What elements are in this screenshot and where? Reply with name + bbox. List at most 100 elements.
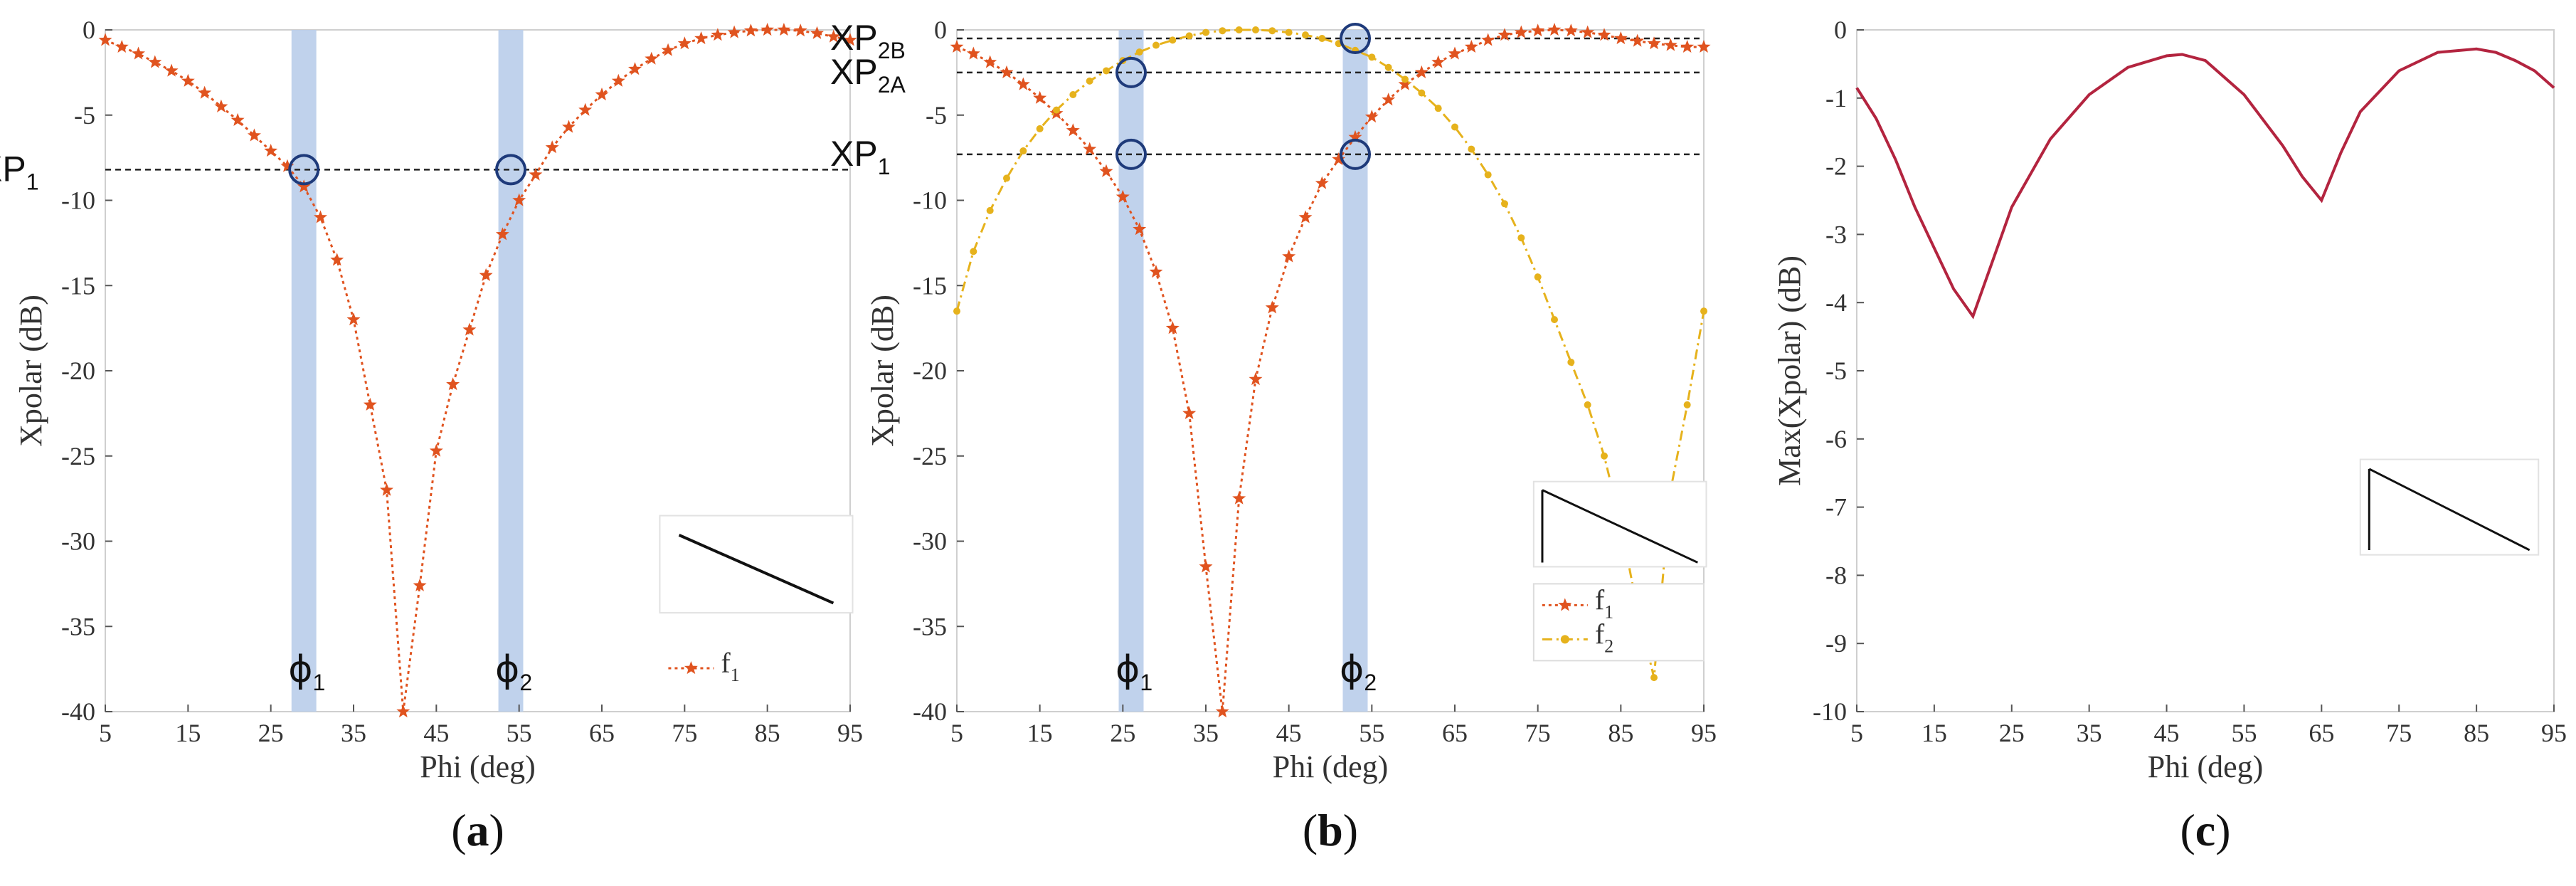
data-point-f1 xyxy=(1547,23,1562,36)
data-point-f1 xyxy=(545,140,559,154)
data-point-f1 xyxy=(164,63,179,77)
x-tick-label: 5 xyxy=(1850,719,1863,747)
data-point-f1 xyxy=(1149,265,1163,278)
data-point-f1 xyxy=(966,46,980,60)
xp-label: XP1 xyxy=(830,134,891,179)
y-tick-label: 0 xyxy=(83,16,95,44)
data-point-f1 xyxy=(1282,249,1296,263)
data-point-f1 xyxy=(413,578,427,591)
data-point-f1 xyxy=(429,443,443,457)
phi-label: ϕ1 xyxy=(288,648,325,695)
xp-label: XP2A xyxy=(830,52,906,97)
intersection-circle xyxy=(1115,56,1147,88)
data-point-f1 xyxy=(694,31,709,45)
y-axis-label: Xpolar (dB) xyxy=(865,295,900,447)
data-point-f1 xyxy=(529,167,543,181)
x-tick-label: 45 xyxy=(2154,719,2180,747)
intersection-circle xyxy=(1115,138,1147,170)
data-point-f1 xyxy=(1647,36,1661,50)
data-point-f1 xyxy=(1232,491,1246,505)
legend-box xyxy=(1532,583,1705,662)
x-tick-label: 45 xyxy=(1276,719,1302,747)
y-tick-label: -4 xyxy=(1825,288,1847,317)
data-point-f2 xyxy=(1252,26,1259,33)
data-point-f1 xyxy=(1083,142,1097,155)
data-point-f1 xyxy=(1099,164,1113,177)
x-tick-label: 95 xyxy=(837,719,863,747)
legend-marker-f1 xyxy=(1558,598,1572,611)
y-tick-label: -40 xyxy=(61,697,95,726)
data-point-f1 xyxy=(297,179,311,193)
data-point-f1 xyxy=(950,40,964,53)
y-tick-label: -35 xyxy=(61,612,95,640)
x-axis-label: Phi (deg) xyxy=(420,749,536,784)
data-point-f1 xyxy=(645,51,659,65)
y-tick-label: -15 xyxy=(913,271,947,300)
data-point-f1 xyxy=(479,268,493,281)
data-point-f2 xyxy=(1053,106,1060,114)
data-point-f1 xyxy=(346,312,361,326)
data-point-f2 xyxy=(1202,28,1209,36)
data-point-f1 xyxy=(181,73,195,87)
data-point-f2 xyxy=(1551,316,1558,324)
data-point-f2 xyxy=(1650,674,1658,682)
data-point-f1 xyxy=(314,210,327,223)
data-point-f2 xyxy=(1302,31,1309,39)
data-point-f1 xyxy=(1448,46,1462,60)
data-point-f1 xyxy=(677,36,691,50)
data-point-f2 xyxy=(1285,28,1293,36)
data-point-f1 xyxy=(1663,38,1677,51)
inset-diagonal xyxy=(2368,468,2530,552)
phi-band xyxy=(1118,30,1144,712)
series-line-max xyxy=(1855,47,2555,320)
data-point-f1 xyxy=(1597,28,1611,41)
data-point-f2 xyxy=(1700,307,1707,315)
x-axis-label: Phi (deg) xyxy=(1273,749,1389,784)
y-tick-label: -8 xyxy=(1825,561,1847,589)
data-point-f1 xyxy=(793,23,807,37)
data-point-f1 xyxy=(148,55,162,68)
panel-caption: (a) xyxy=(451,805,504,855)
y-tick-label: -30 xyxy=(61,527,95,556)
data-point-f1 xyxy=(1631,33,1645,47)
data-point-f1 xyxy=(462,322,477,336)
data-point-f1 xyxy=(98,33,112,46)
data-point-f1 xyxy=(661,43,675,56)
y-tick-label: -5 xyxy=(926,101,947,130)
data-point-f1 xyxy=(446,377,460,391)
data-point-f2 xyxy=(1169,36,1177,44)
data-point-f1 xyxy=(1199,559,1213,573)
data-point-f1 xyxy=(396,705,410,718)
data-point-f1 xyxy=(843,33,857,46)
y-axis-label: Xpolar (dB) xyxy=(14,295,48,447)
y-tick-label: -25 xyxy=(913,442,947,470)
data-point-f1 xyxy=(1481,33,1495,46)
y-tick-label: -9 xyxy=(1825,629,1847,658)
data-point-f2 xyxy=(1135,48,1143,56)
x-tick-label: 45 xyxy=(423,719,449,747)
x-axis-label: Phi (deg) xyxy=(2148,749,2264,784)
data-point-f1 xyxy=(1364,110,1379,123)
data-point-f1 xyxy=(1498,28,1512,41)
data-point-f2 xyxy=(1069,91,1077,99)
data-point-f1 xyxy=(628,62,642,75)
data-point-f1 xyxy=(1414,65,1429,78)
data-point-f1 xyxy=(1613,31,1628,45)
y-tick-label: -1 xyxy=(1825,84,1847,112)
data-point-f1 xyxy=(1348,130,1362,143)
x-tick-label: 85 xyxy=(1608,719,1633,747)
y-tick-label: -10 xyxy=(61,186,95,215)
data-point-f1 xyxy=(132,46,145,60)
x-tick-label: 5 xyxy=(950,719,963,747)
data-point-f1 xyxy=(743,23,758,37)
data-point-f2 xyxy=(1517,234,1525,242)
inset-diagonal xyxy=(1542,489,1699,564)
plot-area xyxy=(1856,29,2555,712)
data-point-f2 xyxy=(1418,89,1426,97)
xp-label: XP1 xyxy=(0,149,39,194)
data-point-f1 xyxy=(247,128,261,142)
y-tick-label: -6 xyxy=(1825,425,1847,453)
data-point-f1 xyxy=(380,482,393,496)
data-point-f1 xyxy=(1016,77,1030,90)
y-tick-label: -25 xyxy=(61,442,95,470)
